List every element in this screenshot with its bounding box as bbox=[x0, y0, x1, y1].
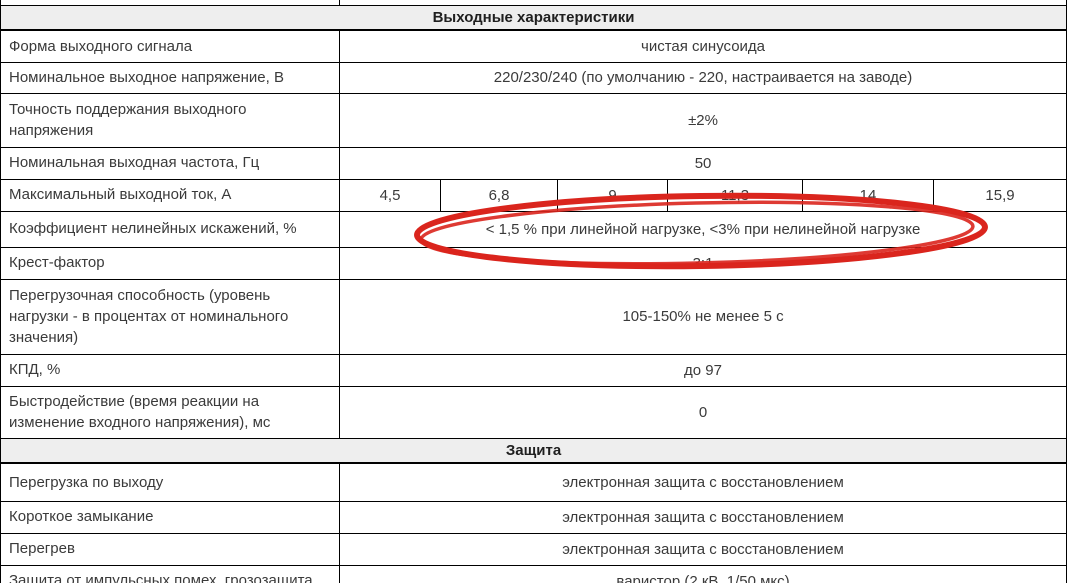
row-label: Точность поддержания выходного напряжени… bbox=[0, 92, 340, 148]
row-value: электронная защита с восстановлением bbox=[338, 532, 1068, 566]
row-value: 0 bbox=[338, 385, 1068, 439]
table-row: Короткое замыкание электронная защита с … bbox=[0, 500, 1068, 534]
row-value: до 97 bbox=[338, 353, 1068, 387]
table-row: Перегрев электронная защита с восстановл… bbox=[0, 532, 1068, 566]
current-value-cell: 11,3 bbox=[667, 178, 803, 212]
table-row: КПД, % до 97 bbox=[0, 353, 1068, 387]
table-row: Крест-фактор 3:1 bbox=[0, 246, 1068, 280]
current-value-cell: 14 bbox=[802, 178, 934, 212]
row-value: 3:1 bbox=[338, 246, 1068, 280]
section-header-row-protection: Защита bbox=[0, 437, 1068, 464]
row-value-circled: < 1,5 % при линейной нагрузке, <3% при н… bbox=[338, 210, 1068, 248]
table-row: Перегрузка по выходу электронная защита … bbox=[0, 462, 1068, 502]
row-label: Перегрев bbox=[0, 532, 340, 566]
row-label: Перегрузка по выходу bbox=[0, 462, 340, 502]
row-label: КПД, % bbox=[0, 353, 340, 387]
row-value: 50 bbox=[338, 146, 1068, 180]
row-label: Быстродействие (время реакции на изменен… bbox=[0, 385, 340, 439]
section-header-row-output: Выходные характеристики bbox=[0, 4, 1068, 31]
section-title-output: Выходные характеристики bbox=[0, 4, 1068, 31]
row-label: Защита от импульсных помех, грозозащита bbox=[0, 564, 340, 583]
current-value-cell: 9 bbox=[557, 178, 668, 212]
row-label: Короткое замыкание bbox=[0, 500, 340, 534]
row-label: Номинальная выходная частота, Гц bbox=[0, 146, 340, 180]
row-value: 105-150% не менее 5 с bbox=[338, 278, 1068, 355]
current-value-cell: 4,5 bbox=[339, 178, 441, 212]
row-label: Коэффициент нелинейных искажений, % bbox=[0, 210, 340, 248]
row-value: электронная защита с восстановлением bbox=[338, 462, 1068, 502]
row-label: Перегрузочная способность (уровень нагру… bbox=[0, 278, 340, 355]
table-row-distortion: Коэффициент нелинейных искажений, % < 1,… bbox=[0, 210, 1068, 248]
row-label: Форма выходного сигнала bbox=[0, 29, 340, 63]
row-label: Максимальный выходной ток, А bbox=[0, 178, 340, 212]
table-row: Номинальное выходное напряжение, В 220/2… bbox=[0, 61, 1068, 94]
section-title-protection: Защита bbox=[0, 437, 1068, 464]
current-value-cell: 6,8 bbox=[440, 178, 558, 212]
table-row: Форма выходного сигнала чистая синусоида bbox=[0, 29, 1068, 63]
table-row: Быстродействие (время реакции на изменен… bbox=[0, 385, 1068, 439]
row-value: чистая синусоида bbox=[338, 29, 1068, 63]
row-value: варистор (2 кВ, 1/50 мкс) bbox=[338, 564, 1068, 583]
row-label: Номинальное выходное напряжение, В bbox=[0, 61, 340, 94]
row-value: 220/230/240 (по умолчанию - 220, настраи… bbox=[338, 61, 1068, 94]
table-row: Перегрузочная способность (уровень нагру… bbox=[0, 278, 1068, 355]
table-row-cutoff-bottom: Защита от импульсных помех, грозозащита … bbox=[0, 564, 1068, 583]
current-value-cell: 15,9 bbox=[932, 178, 1068, 212]
table-row: Номинальная выходная частота, Гц 50 bbox=[0, 146, 1068, 180]
row-value: электронная защита с восстановлением bbox=[338, 500, 1068, 534]
table-row-max-current: Максимальный выходной ток, А 4,5 6,8 9 1… bbox=[0, 178, 1068, 212]
row-value: ±2% bbox=[338, 92, 1068, 148]
table-row: Точность поддержания выходного напряжени… bbox=[0, 92, 1068, 148]
row-label: Крест-фактор bbox=[0, 246, 340, 280]
